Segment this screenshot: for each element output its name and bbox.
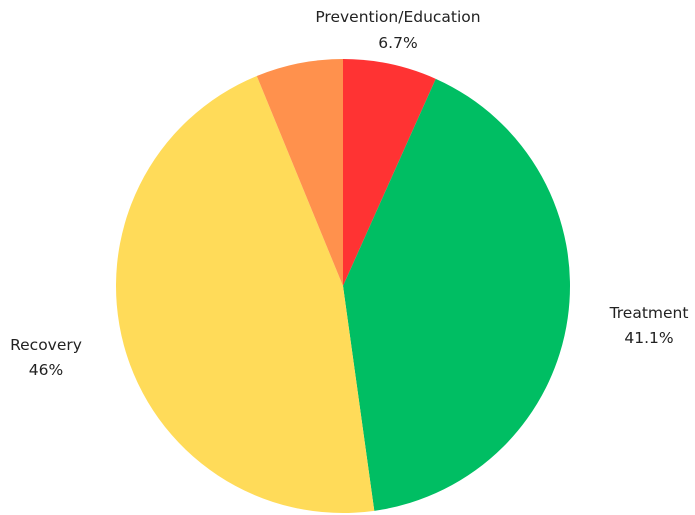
slice-category-label: Treatment — [609, 304, 689, 322]
slice-category-label: Recovery — [10, 336, 82, 354]
slice-percent-label: 41.1% — [624, 329, 673, 347]
slice-percent-label: 46% — [29, 361, 63, 379]
slice-percent-label: 6.7% — [378, 34, 417, 52]
pie-slices — [116, 59, 570, 513]
pie-labels: Prevention/Education 6.7% Treatment 41.1% Re… — [10, 8, 688, 379]
pie-slice-prevention-education — [343, 59, 436, 286]
slice-category-label: Prevention/Education — [315, 8, 480, 26]
pie-slice-recovery — [116, 76, 375, 513]
pie-slice-treatment — [343, 78, 570, 511]
pie-slice-unlabeled — [256, 59, 343, 286]
